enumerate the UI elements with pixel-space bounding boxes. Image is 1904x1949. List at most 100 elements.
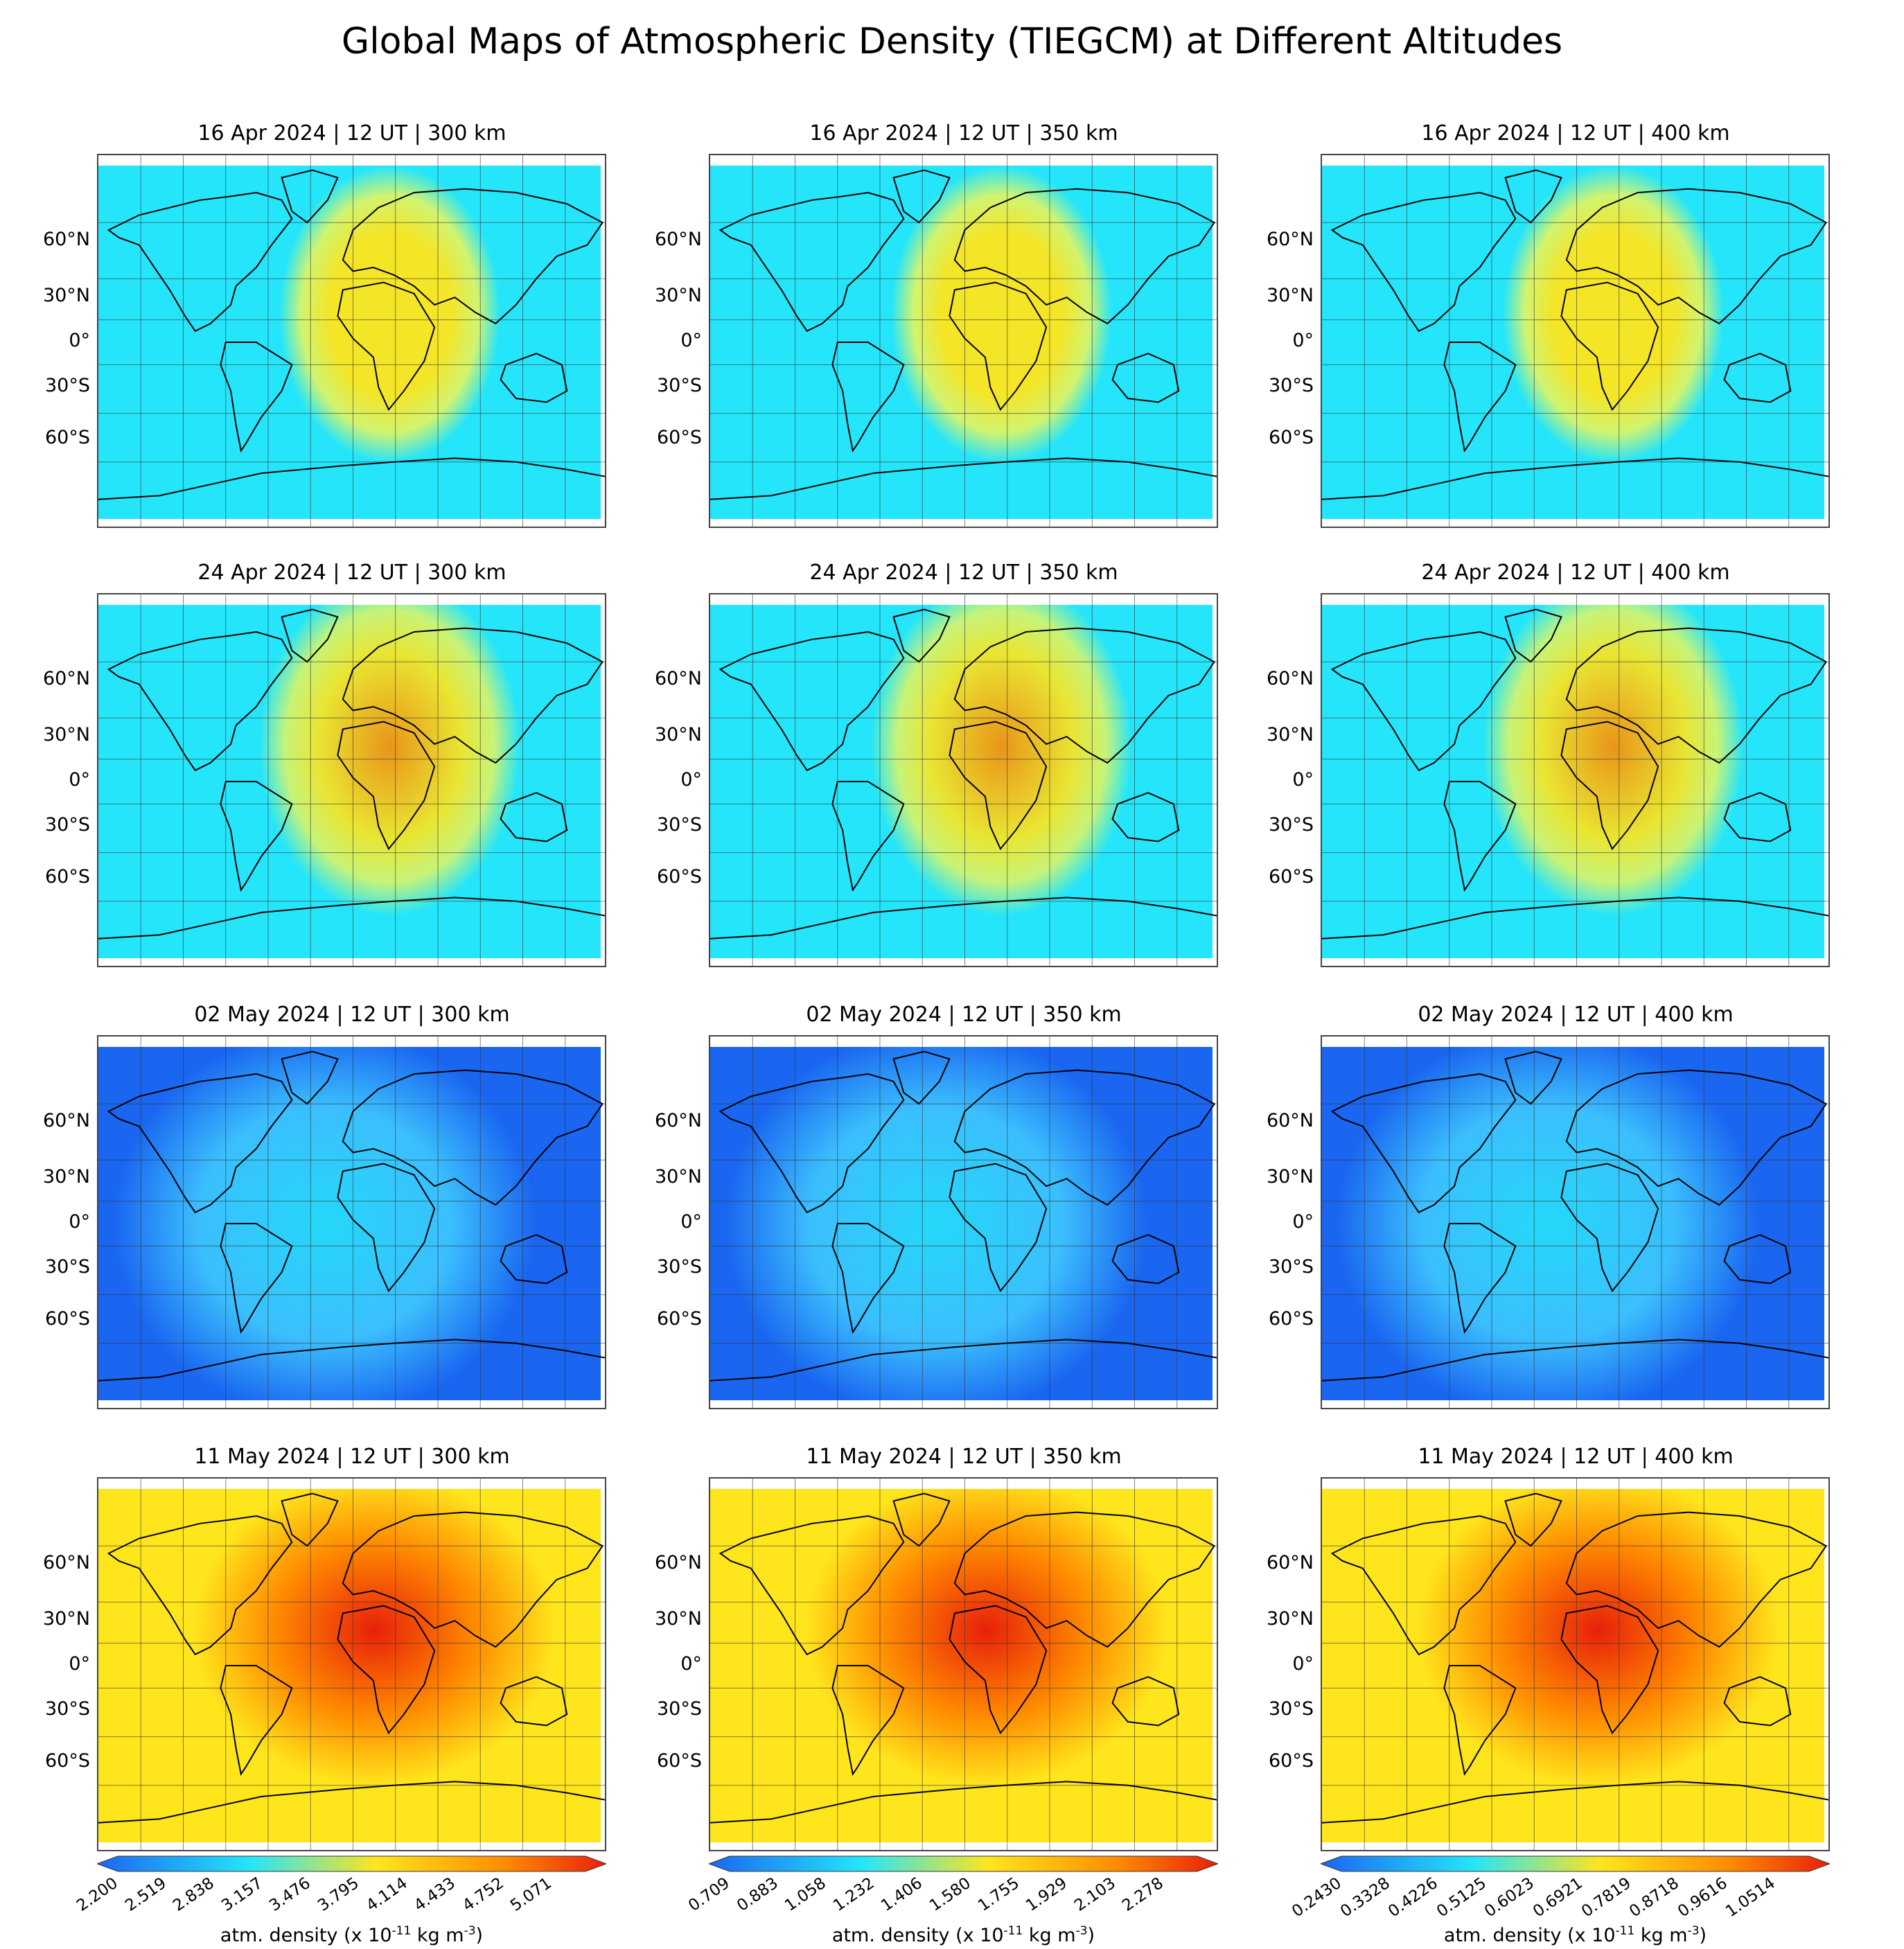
panel-title: 16 Apr 2024 | 12 UT | 300 km (197, 121, 506, 145)
latitude-label: 60°N (42, 229, 90, 251)
coastline (1565, 188, 1828, 325)
map-canvas (710, 155, 1217, 527)
latitude-label: 0° (69, 330, 90, 351)
latitude-label: 30°S (45, 813, 90, 836)
panel-title: 24 Apr 2024 | 12 UT | 300 km (197, 561, 506, 585)
density-map-panel (1321, 1477, 1830, 1851)
coastline (1322, 897, 1828, 940)
density-field (1322, 1489, 1824, 1842)
density-field (710, 166, 1213, 519)
coastline (719, 191, 905, 333)
coastline (831, 1223, 905, 1334)
unit-text: ) (475, 1925, 484, 1946)
coastline (892, 608, 951, 663)
map-canvas (1322, 1037, 1828, 1408)
page-title: Global Maps of Atmospheric Density (TIEG… (341, 21, 1563, 62)
coastline (953, 188, 1216, 325)
coastline (719, 630, 905, 772)
unit-exponent: -3 (464, 1924, 476, 1938)
colorbar (97, 1855, 606, 1872)
latitude-label: 30°N (654, 1608, 702, 1630)
panel-title: 11 May 2024 | 12 UT | 400 km (1418, 1445, 1734, 1469)
coastline (500, 1676, 568, 1727)
coastline (1322, 1339, 1828, 1382)
density-map-panel (1321, 1035, 1830, 1409)
coastline (337, 1605, 436, 1735)
map-canvas (710, 594, 1217, 966)
panel-title: 24 Apr 2024 | 12 UT | 350 km (809, 561, 1118, 585)
coastline (1565, 627, 1828, 764)
latitude-label: 30°N (42, 285, 90, 307)
coastline (710, 457, 1217, 500)
latitude-label: 60°S (1269, 866, 1314, 888)
coastline (500, 792, 568, 843)
density-field (1322, 605, 1824, 958)
unit-text: atm. density (x 10 (831, 1925, 1004, 1946)
map-canvas (1322, 155, 1828, 527)
density-map-panel (1321, 154, 1830, 528)
coastline (1504, 1050, 1562, 1105)
coastline (107, 630, 293, 772)
latitude-label: 60°N (42, 1552, 90, 1574)
coastline (831, 781, 905, 892)
latitude-label: 30°S (45, 1697, 90, 1720)
coastline (107, 1515, 293, 1656)
coastline (281, 608, 339, 663)
coastline (98, 457, 605, 500)
coastline (107, 1073, 293, 1214)
density-map-panel (709, 1477, 1218, 1851)
latitude-label: 0° (69, 1211, 90, 1233)
density-map-panel (97, 1477, 606, 1851)
latitude-label: 30°S (1269, 1255, 1314, 1278)
map-canvas (98, 1037, 605, 1408)
coastline (281, 1050, 339, 1105)
latitude-label: 30°N (654, 724, 702, 746)
density-map-panel (97, 1035, 606, 1409)
latitude-label: 0° (680, 1653, 702, 1675)
latitude-label: 60°S (1269, 1308, 1314, 1330)
coastline (1560, 721, 1659, 851)
density-field (98, 166, 601, 519)
coastline (1723, 353, 1792, 403)
latitude-label: 60°S (45, 1308, 90, 1330)
coastline (953, 627, 1216, 764)
coastline (1504, 169, 1562, 224)
colorbar-axis-label: atm. density (x 10-11 kg m-3) (709, 1924, 1218, 1946)
unit-text: ) (1087, 1925, 1095, 1946)
latitude-label: 30°S (1269, 374, 1314, 396)
colorbar-gradient (709, 1855, 1218, 1872)
coastline (98, 897, 605, 940)
coastline (892, 1492, 951, 1547)
coastline (342, 1511, 604, 1648)
latitude-label: 30°N (42, 724, 90, 746)
unit-text: kg m (411, 1925, 464, 1946)
map-canvas (1322, 1479, 1828, 1850)
density-map-panel (97, 593, 606, 967)
coastline (710, 1339, 1217, 1382)
latitude-label: 60°S (657, 427, 702, 449)
latitude-label: 60°N (654, 668, 702, 690)
coastline (337, 281, 436, 412)
latitude-label: 60°S (657, 1308, 702, 1330)
coastline (281, 169, 339, 224)
latitude-label: 30°S (657, 813, 702, 836)
coastline (1723, 1676, 1792, 1727)
panel-title: 11 May 2024 | 12 UT | 300 km (194, 1445, 510, 1469)
coastline (337, 721, 436, 851)
coastline (220, 781, 293, 892)
latitude-label: 30°N (1266, 285, 1314, 307)
coastline (342, 1069, 604, 1206)
latitude-label: 30°S (657, 1697, 702, 1720)
latitude-label: 0° (1292, 1653, 1314, 1675)
coastline (710, 1781, 1217, 1824)
latitude-label: 30°N (1266, 1608, 1314, 1630)
coastline (1111, 1234, 1180, 1285)
unit-exponent: -11 (1003, 1924, 1023, 1938)
unit-exponent: -11 (391, 1924, 412, 1938)
latitude-label: 60°N (1266, 668, 1314, 690)
coastline (281, 1492, 339, 1547)
coastline (953, 1511, 1216, 1648)
coastline (949, 281, 1048, 412)
latitude-label: 60°N (1266, 1110, 1314, 1132)
latitude-label: 60°N (1266, 1552, 1314, 1574)
